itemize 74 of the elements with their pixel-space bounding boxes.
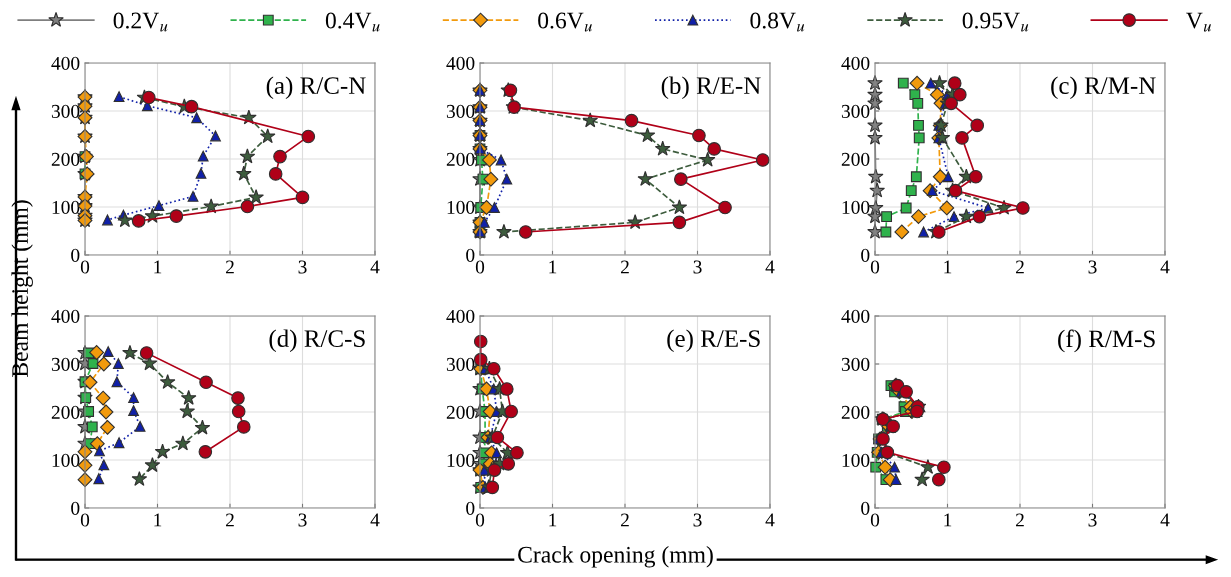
x-tick-label: 2 [620,260,629,274]
x-tick-label: 2 [225,513,234,527]
legend-label: 0.8V$_{u}$ [750,12,805,32]
y-tick-label: 0 [466,501,475,515]
y-tick-label: 200 [841,405,870,419]
y-tick-label: 400 [841,56,870,70]
x-tick-label: 1 [944,260,952,274]
x-tick-label: 0 [80,260,90,274]
y-tick-label: 0 [71,248,80,262]
y-tick-label: 200 [51,405,80,419]
y-tick-label: 100 [842,453,870,467]
x-tick-label: 2 [1015,260,1024,274]
y-tick-label: 400 [51,56,80,70]
y-tick-label: 300 [446,357,475,371]
y-tick-label: 100 [52,200,80,214]
legend-label: 0.4V$_{u}$ [325,12,380,32]
y-axis-title: Beam height (mm) [11,200,33,377]
x-tick-label: 2 [620,513,629,527]
x-tick-label: 1 [944,513,952,527]
chart-title: (e) R/E-S [667,329,760,353]
y-tick-label: 0 [861,501,870,515]
y-tick-label: 400 [51,309,80,323]
x-tick-label: 4 [765,260,775,274]
x-tick-label: 0 [870,260,880,274]
x-tick-label: 4 [1160,260,1170,274]
x-tick-label: 0 [475,260,485,274]
y-tick-label: 400 [446,309,475,323]
x-tick-label: 3 [298,513,307,527]
x-tick-label: 0 [80,513,90,527]
y-tick-label: 400 [841,309,870,323]
x-tick-label: 3 [693,513,702,527]
y-tick-label: 200 [841,152,870,166]
chart-title: (c) R/M-N [1051,76,1156,100]
y-tick-label: 100 [52,453,80,467]
y-tick-label: 300 [841,357,870,371]
x-tick-label: 0 [475,513,485,527]
x-tick-label: 3 [1088,260,1097,274]
x-tick-label: 2 [1015,513,1024,527]
y-tick-label: 100 [447,453,475,467]
x-tick-label: 1 [549,260,557,274]
x-tick-label: 3 [693,260,702,274]
x-tick-label: 0 [870,513,880,527]
x-tick-label: 4 [765,513,775,527]
x-tick-label: 3 [298,260,307,274]
legend-label: 0.95V$_{u}$ [962,12,1029,32]
x-tick-label: 4 [370,513,380,527]
x-axis-title: Crack opening (mm) [518,546,713,568]
y-tick-label: 300 [446,104,475,118]
legend-label: V$_{u}$ [1186,12,1212,32]
chart-title: (a) R/C-N [266,76,366,100]
x-tick-label: 1 [154,260,162,274]
x-tick-label: 1 [154,513,162,527]
legend-label: 0.6V$_{u}$ [538,12,593,32]
y-tick-label: 200 [446,152,475,166]
x-tick-label: 3 [1088,513,1097,527]
chart-title: (b) R/E-N [661,76,761,100]
y-tick-label: 100 [447,200,475,214]
x-tick-label: 4 [1160,513,1170,527]
y-tick-label: 300 [51,357,80,371]
chart-title: (d) R/C-S [269,329,365,353]
x-tick-label: 1 [549,513,557,527]
y-tick-label: 0 [466,248,475,262]
chart-title: (f) R/M-S [1058,329,1155,353]
y-tick-label: 300 [51,104,80,118]
y-tick-label: 100 [842,200,870,214]
y-tick-label: 200 [51,152,80,166]
legend-label: 0.2V$_{u}$ [113,12,168,32]
y-tick-label: 200 [446,405,475,419]
y-tick-label: 0 [71,501,80,515]
y-tick-label: 400 [446,56,475,70]
y-tick-label: 0 [861,248,870,262]
y-tick-label: 300 [841,104,870,118]
x-tick-label: 2 [225,260,234,274]
x-tick-label: 4 [370,260,380,274]
